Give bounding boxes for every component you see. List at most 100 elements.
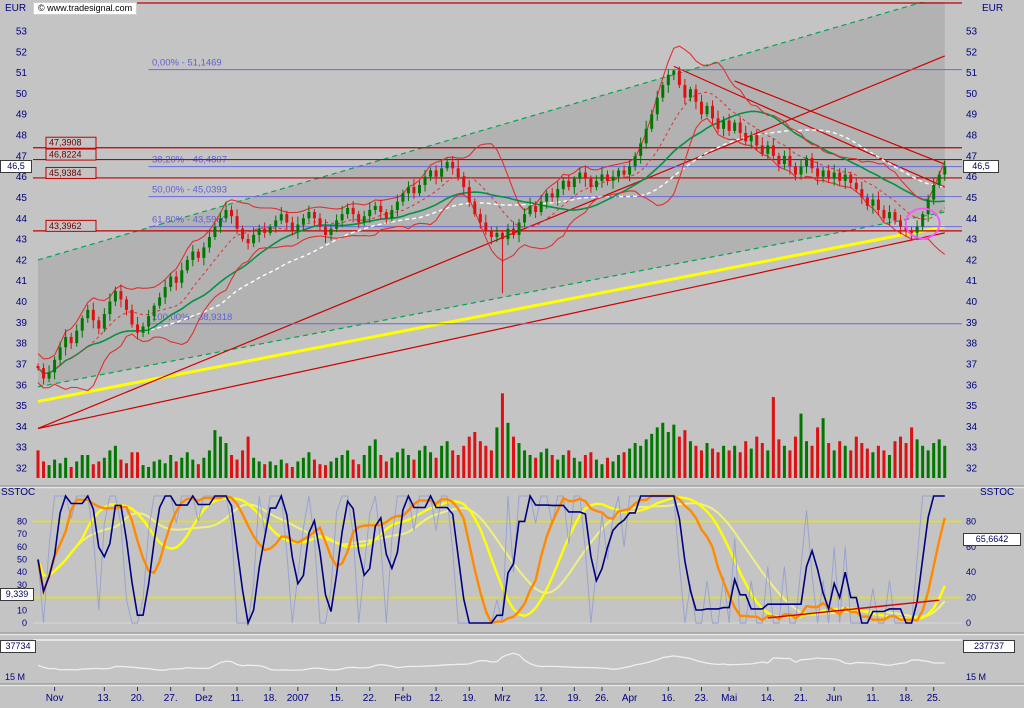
- volume-bar: [550, 455, 554, 478]
- volume-bar: [932, 443, 936, 478]
- candle-body: [782, 155, 786, 165]
- sstoc-tick-right: 0: [966, 618, 971, 628]
- candle-body: [943, 166, 947, 175]
- price-level-label: 45,9384: [49, 168, 82, 178]
- price-tick-left: 46: [16, 172, 28, 183]
- candle-body: [47, 372, 51, 379]
- x-axis-label: Dez: [195, 693, 213, 704]
- candle-body: [473, 201, 477, 215]
- candle-body: [611, 176, 615, 181]
- candle-body: [650, 114, 654, 129]
- volume-bar: [484, 445, 488, 478]
- price-tick-right: 44: [966, 214, 978, 225]
- red-trendline-3: [734, 80, 945, 165]
- candle-body: [152, 305, 156, 317]
- volume-bar: [782, 445, 786, 478]
- candle-body: [926, 199, 930, 215]
- volume-bar: [899, 436, 903, 478]
- candle-body: [174, 276, 178, 283]
- lower-panel[interactable]: [33, 639, 962, 672]
- volume-bar: [218, 436, 222, 478]
- candle-body: [600, 174, 604, 181]
- candle-body: [462, 176, 466, 188]
- price-level-label: 43,3962: [49, 221, 82, 231]
- sstoc-tick-left: 30: [17, 580, 27, 590]
- volume-bar: [672, 424, 676, 478]
- price-tick-left: 48: [16, 131, 28, 142]
- candle-body: [440, 168, 444, 177]
- volume-bar: [926, 450, 930, 478]
- candle-body: [816, 168, 820, 177]
- candle-body: [937, 174, 941, 186]
- volume-bar: [854, 436, 858, 478]
- candle-body: [838, 172, 842, 181]
- candle-body: [279, 214, 283, 221]
- volume-bar: [943, 445, 947, 478]
- candle-body: [141, 326, 145, 333]
- candle-body: [113, 291, 117, 302]
- volume-bar: [329, 461, 333, 478]
- volume-bar: [169, 455, 173, 478]
- volume-bar: [860, 443, 864, 478]
- x-axis-label: Mrz: [494, 693, 511, 704]
- candle-body: [467, 187, 471, 202]
- candle-body: [639, 143, 643, 156]
- candle-body: [445, 162, 449, 169]
- volume-bar: [523, 450, 527, 478]
- candle-body: [644, 128, 648, 144]
- price-tick-left: 37: [16, 359, 28, 370]
- x-axis-label: 19.: [567, 693, 581, 704]
- candle-body: [523, 214, 527, 223]
- volume-bar: [711, 448, 715, 478]
- candle-body: [539, 201, 543, 213]
- volume-bar: [727, 450, 731, 478]
- volume-bar: [650, 433, 654, 478]
- candle-body: [418, 185, 422, 194]
- price-tick-left: 43: [16, 235, 28, 246]
- volume-bar: [506, 422, 510, 478]
- sstoc-title-right: SSTOC: [980, 487, 1015, 498]
- candle-body: [42, 368, 46, 379]
- volume-bar: [318, 464, 322, 478]
- volume-bar: [467, 436, 471, 478]
- price-panel[interactable]: 0,00% - 51,1469 38,20% - 46,4807 50,00% - …: [33, 0, 962, 478]
- volume-bar: [440, 445, 444, 478]
- volume-bar: [91, 464, 95, 478]
- candle-body: [136, 324, 140, 333]
- green-ma: [37, 110, 945, 375]
- lower-left-value-box: 37734: [0, 640, 36, 653]
- candle-body: [655, 97, 659, 115]
- volume-bar: [910, 427, 914, 478]
- candle-body: [307, 212, 311, 219]
- current-price-box-right: 46,5: [963, 160, 999, 173]
- candle-body: [755, 135, 759, 146]
- candle-body: [384, 212, 388, 219]
- channel-bottom-line: [37, 211, 945, 388]
- price-axis-unit-left: EUR: [5, 3, 27, 14]
- volume-bar: [666, 432, 670, 478]
- price-level-label-box: [45, 136, 97, 149]
- volume-bar: [578, 461, 582, 478]
- candle-body: [351, 207, 355, 215]
- fibonacci-label: 50,00% - 45,0393: [152, 185, 227, 196]
- sstoc-left-value-box: 9,339: [0, 588, 34, 601]
- volume-bar: [202, 457, 206, 478]
- price-tick-right: 35: [966, 401, 978, 412]
- volume-bar: [805, 441, 809, 478]
- volume-bar: [644, 439, 648, 478]
- volume-bar: [788, 450, 792, 478]
- volume-bar: [274, 465, 278, 478]
- volume-bar: [478, 441, 482, 478]
- candle-body: [882, 209, 886, 219]
- candle-body: [484, 222, 488, 231]
- volume-bar: [174, 461, 178, 478]
- volume-bar: [661, 422, 665, 478]
- sstoc-tick-right: 20: [966, 593, 976, 603]
- x-axis-label: 20.: [131, 693, 145, 704]
- lower-scale-left: 15 M: [5, 672, 26, 682]
- sstoc-panel[interactable]: [33, 493, 962, 626]
- x-axis-label: 15.: [330, 693, 344, 704]
- volume-bar: [733, 445, 737, 478]
- volume-bar: [42, 461, 46, 478]
